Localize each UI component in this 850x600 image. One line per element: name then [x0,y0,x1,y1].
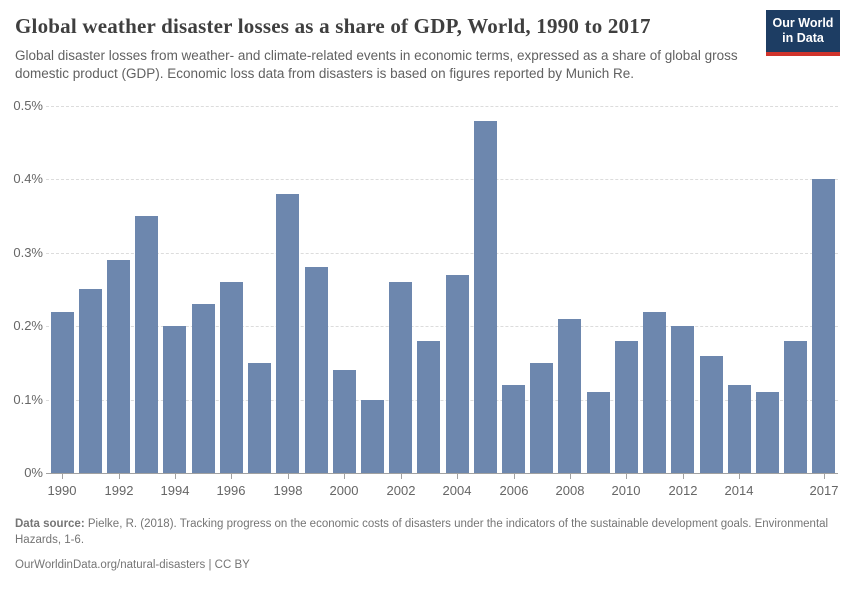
y-axis-label: 0.1% [13,391,43,407]
bar-1993[interactable] [135,215,158,473]
x-axis-label: 2010 [611,482,641,498]
bar-2016[interactable] [784,340,807,473]
x-axis-tick [175,473,176,479]
y-axis-label: 0.4% [13,170,43,186]
bar-chart-plot: 0% 0.1% 0.2% 0.3% 0.4% 0.5% 1990 1992 1994 1996 19… [0,93,850,503]
owid-logo-line1: Our World [772,16,834,30]
bar-2006[interactable] [502,384,525,473]
y-gridline [46,399,838,401]
y-axis-label: 0.3% [13,244,43,260]
bar-2011[interactable] [643,311,666,473]
bar-2007[interactable] [530,362,553,473]
bar-2012[interactable] [671,325,694,473]
x-axis-label: 1994 [160,482,190,498]
x-axis-tick [401,473,402,479]
x-axis-label: 1990 [47,482,77,498]
bar-1997[interactable] [248,362,271,473]
x-axis-tick [626,473,627,479]
bar-2001[interactable] [361,399,384,473]
bar-2000[interactable] [333,369,356,473]
chart-footer: Data source: Pielke, R. (2018). Tracking… [15,516,835,573]
bar-2005[interactable] [474,120,497,473]
x-axis-label: 1996 [216,482,246,498]
y-gridline [46,252,838,254]
bar-2013[interactable] [700,355,723,473]
logo-red-stripe [766,51,840,56]
bar-1995[interactable] [192,303,215,473]
bar-2003[interactable] [417,340,440,473]
data-source-text: Pielke, R. (2018). Tracking progress on … [15,517,829,547]
x-axis-tick [739,473,740,479]
x-axis-tick [231,473,232,479]
license-label: CC BY [214,558,250,571]
credit-separator: | [205,558,215,571]
x-axis-tick [457,473,458,479]
owid-logo-line2: in Data [782,31,824,46]
bar-2004[interactable] [446,274,469,473]
bar-1990[interactable] [51,311,74,473]
bar-1991[interactable] [79,288,102,473]
y-gridline [46,178,838,180]
bar-2002[interactable] [389,281,412,473]
x-axis-label: 2002 [386,482,416,498]
bar-2009[interactable] [587,391,610,473]
x-axis-label: 1992 [104,482,134,498]
bar-1999[interactable] [305,266,328,473]
x-axis-tick [570,473,571,479]
bar-1994[interactable] [163,325,186,473]
x-axis-label: 2017 [809,482,839,498]
bar-2015[interactable] [756,391,779,473]
owid-logo-text: Our World in Data [766,10,840,52]
data-source-label: Data source: [15,517,85,530]
x-axis-label: 2008 [555,482,585,498]
bar-1998[interactable] [276,193,299,473]
x-axis-tick [288,473,289,479]
y-gridline [46,325,838,327]
x-axis-tick [119,473,120,479]
x-axis-label: 2004 [442,482,472,498]
data-source-note: Data source: Pielke, R. (2018). Tracking… [15,516,835,549]
x-axis-label: 2006 [499,482,529,498]
owid-logo[interactable]: Our World in Data [766,10,840,56]
bar-1992[interactable] [107,259,130,473]
x-axis-label: 2012 [668,482,698,498]
chart-header: Global weather disaster losses as a shar… [0,0,850,83]
credit-line: OurWorldinData.org/natural-disasters | C… [15,557,835,573]
bar-2008[interactable] [558,318,581,473]
bar-1996[interactable] [220,281,243,473]
y-axis-label: 0.5% [13,97,43,113]
x-axis-tick [62,473,63,479]
chart-subtitle: Global disaster losses from weather- and… [15,48,738,81]
chart-title: Global weather disaster losses as a shar… [15,14,651,38]
bar-2010[interactable] [615,340,638,473]
x-axis-line [46,472,838,474]
y-axis-label: 0% [24,464,43,480]
x-axis-label: 2014 [724,482,754,498]
x-axis-tick [344,473,345,479]
y-axis-label: 0.2% [13,317,43,333]
x-axis-tick [514,473,515,479]
bar-2014[interactable] [728,384,751,473]
x-axis-tick [824,473,825,479]
x-axis-label: 2000 [329,482,359,498]
x-axis-tick [683,473,684,479]
owid-url: OurWorldinData.org/natural-disasters [15,558,206,571]
x-axis-label: 1998 [273,482,303,498]
bar-2017[interactable] [812,178,835,473]
y-gridline [46,105,838,107]
